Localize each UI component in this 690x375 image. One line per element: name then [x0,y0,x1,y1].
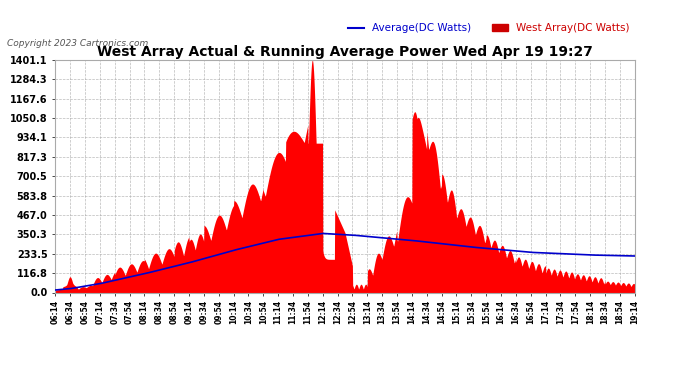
Title: West Array Actual & Running Average Power Wed Apr 19 19:27: West Array Actual & Running Average Powe… [97,45,593,59]
Text: Copyright 2023 Cartronics.com: Copyright 2023 Cartronics.com [7,39,148,48]
Legend: Average(DC Watts), West Array(DC Watts): Average(DC Watts), West Array(DC Watts) [348,23,629,33]
